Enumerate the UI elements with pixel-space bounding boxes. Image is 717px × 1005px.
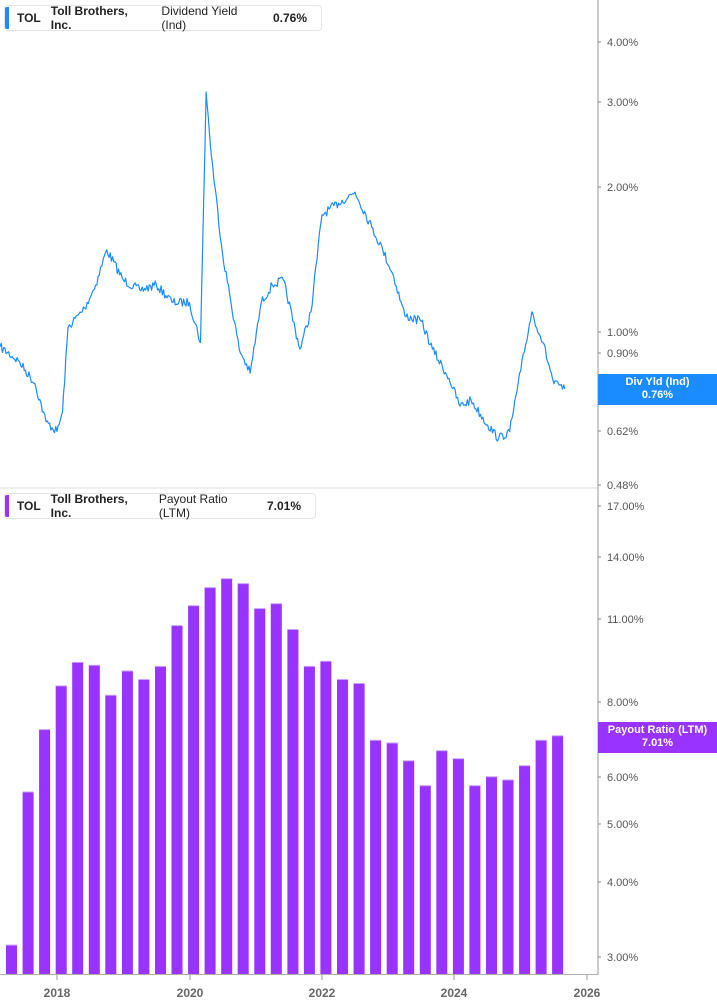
legend-value: 7.01% [266, 499, 302, 513]
payout-bar [39, 729, 51, 974]
payout-bar [370, 740, 382, 974]
payout-bar [519, 765, 531, 974]
y-tick-label: 0.62% [607, 426, 638, 438]
y-tick-label: 1.00% [607, 327, 638, 339]
payout-bar [436, 750, 448, 974]
y-tick-label: 17.00% [607, 501, 645, 513]
payout-bar [188, 605, 200, 974]
payout-bar [303, 666, 315, 974]
payout-bar [6, 945, 17, 974]
x-tick-label: 2024 [441, 986, 468, 1000]
legend-company: Toll Brothers, Inc. [50, 4, 128, 32]
payout-ratio-bars [6, 578, 564, 974]
payout-bar [105, 695, 117, 974]
payout-bar [452, 758, 464, 974]
payout-bar [320, 661, 332, 974]
dividend-yield-color-swatch [5, 7, 9, 29]
payout-bar [386, 743, 398, 974]
dividend-yield-legend[interactable]: TOL Toll Brothers, Inc. Dividend Yield (… [4, 4, 322, 32]
y-tick-label: 14.00% [607, 552, 645, 564]
y-tick-label: 2.00% [607, 182, 638, 194]
payout-ratio-current-flag: Payout Ratio (LTM) 7.01% [598, 722, 717, 753]
legend-value: 0.76% [272, 11, 307, 25]
payout-bar [535, 740, 547, 974]
payout-bar [55, 685, 67, 974]
payout-bar [486, 776, 497, 974]
dividend-yield-current-flag: Div Yld (Ind) 0.76% [598, 374, 717, 405]
dividend-yield-line [0, 91, 566, 442]
flag-label: Payout Ratio (LTM) [607, 724, 708, 736]
payout-bar [88, 665, 100, 974]
legend-metric: Dividend Yield (Ind) [161, 4, 238, 32]
flag-value: 0.76% [641, 389, 674, 401]
payout-bar [552, 735, 564, 974]
payout-bar [287, 629, 299, 974]
legend-ticker: TOL [16, 499, 41, 513]
payout-bar [22, 792, 34, 974]
payout-bar [469, 785, 481, 974]
x-tick-label: 2018 [44, 986, 71, 1000]
legend-company: Toll Brothers, Inc. [50, 492, 128, 520]
y-tick-label: 8.00% [607, 697, 638, 709]
payout-bar [155, 666, 166, 974]
y-tick-label: 0.90% [607, 348, 638, 360]
payout-ratio-legend[interactable]: TOL Toll Brothers, Inc. Payout Ratio (LT… [4, 492, 316, 520]
payout-bar [353, 683, 365, 974]
payout-bar [138, 679, 150, 974]
flag-label: Div Yld (Ind) [625, 376, 690, 388]
x-tick-label: 2022 [309, 986, 336, 1000]
x-axis: 2018 2020 2022 2024 2026 [44, 975, 601, 1000]
y-tick-label: 0.48% [607, 480, 638, 492]
y-tick-label: 6.00% [607, 772, 638, 784]
payout-bar [270, 603, 282, 974]
y-tick-label: 11.00% [607, 614, 644, 626]
payout-ratio-color-swatch [5, 495, 9, 517]
payout-bar [171, 625, 183, 974]
dividend-yield-y-axis: 4.00% 3.00% 2.00% 1.00% 0.90% 0.62% 0.48% [598, 37, 638, 492]
payout-bar [237, 583, 249, 974]
y-tick-label: 3.00% [607, 97, 638, 109]
payout-bar [419, 785, 431, 974]
payout-bar [403, 760, 415, 974]
x-tick-label: 2020 [177, 986, 204, 1000]
payout-ratio-y-axis: 17.00% 14.00% 11.00% 8.00% 6.00% 5.00% 4.00% 3.… [598, 501, 645, 964]
legend-metric: Payout Ratio (LTM) [158, 492, 228, 520]
payout-bar [254, 608, 266, 974]
y-tick-label: 5.00% [607, 819, 638, 831]
y-tick-label: 4.00% [607, 877, 638, 889]
payout-bar [337, 679, 348, 974]
payout-bar [72, 662, 84, 974]
payout-bar [221, 578, 233, 974]
y-tick-label: 3.00% [607, 952, 638, 964]
y-tick-label: 4.00% [607, 37, 638, 49]
payout-bar [121, 671, 133, 974]
payout-bar [502, 779, 514, 974]
legend-ticker: TOL [16, 11, 41, 25]
flag-value: 7.01% [641, 737, 674, 749]
x-tick-label: 2026 [574, 986, 601, 1000]
payout-bar [204, 587, 216, 974]
